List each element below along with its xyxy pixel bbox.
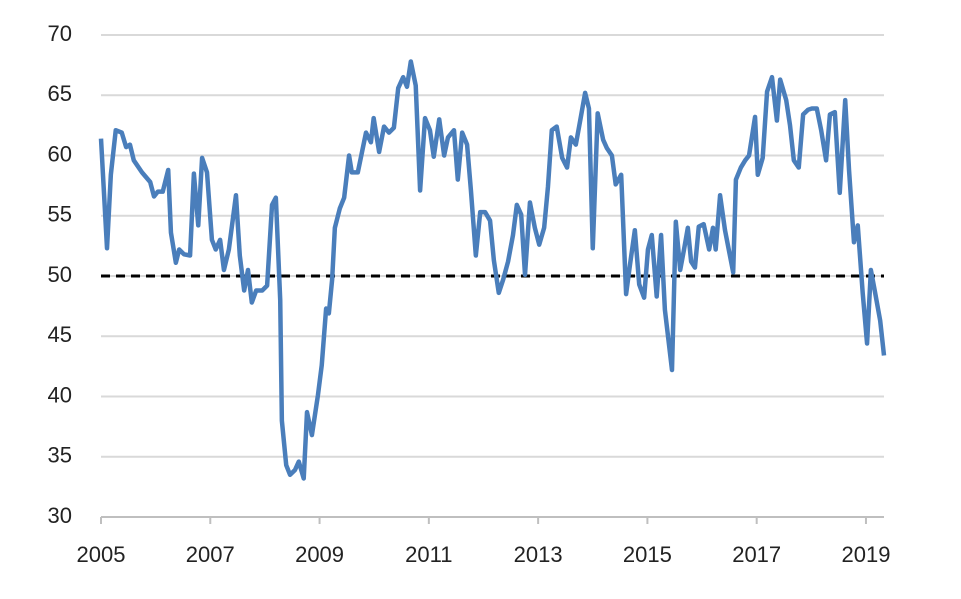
x-tick-label: 2017 (732, 542, 781, 567)
x-tick-label: 2009 (295, 542, 344, 567)
y-tick-label: 40 (48, 382, 72, 407)
y-tick-label: 30 (48, 503, 72, 528)
y-tick-label: 50 (48, 262, 72, 287)
x-tick-label: 2007 (186, 542, 235, 567)
x-tick-label: 2005 (77, 542, 126, 567)
y-tick-label: 35 (48, 443, 72, 468)
y-tick-label: 70 (48, 21, 72, 46)
x-tick-label: 2015 (623, 542, 672, 567)
x-tick-label: 2011 (405, 542, 452, 567)
y-tick-label: 55 (48, 202, 72, 227)
x-tick-label: 2019 (841, 542, 890, 567)
series-line (98, 59, 887, 481)
x-tick-label: 2013 (514, 542, 563, 567)
y-tick-label: 65 (48, 81, 72, 106)
y-tick-label: 60 (48, 141, 72, 166)
y-tick-label: 45 (48, 322, 72, 347)
